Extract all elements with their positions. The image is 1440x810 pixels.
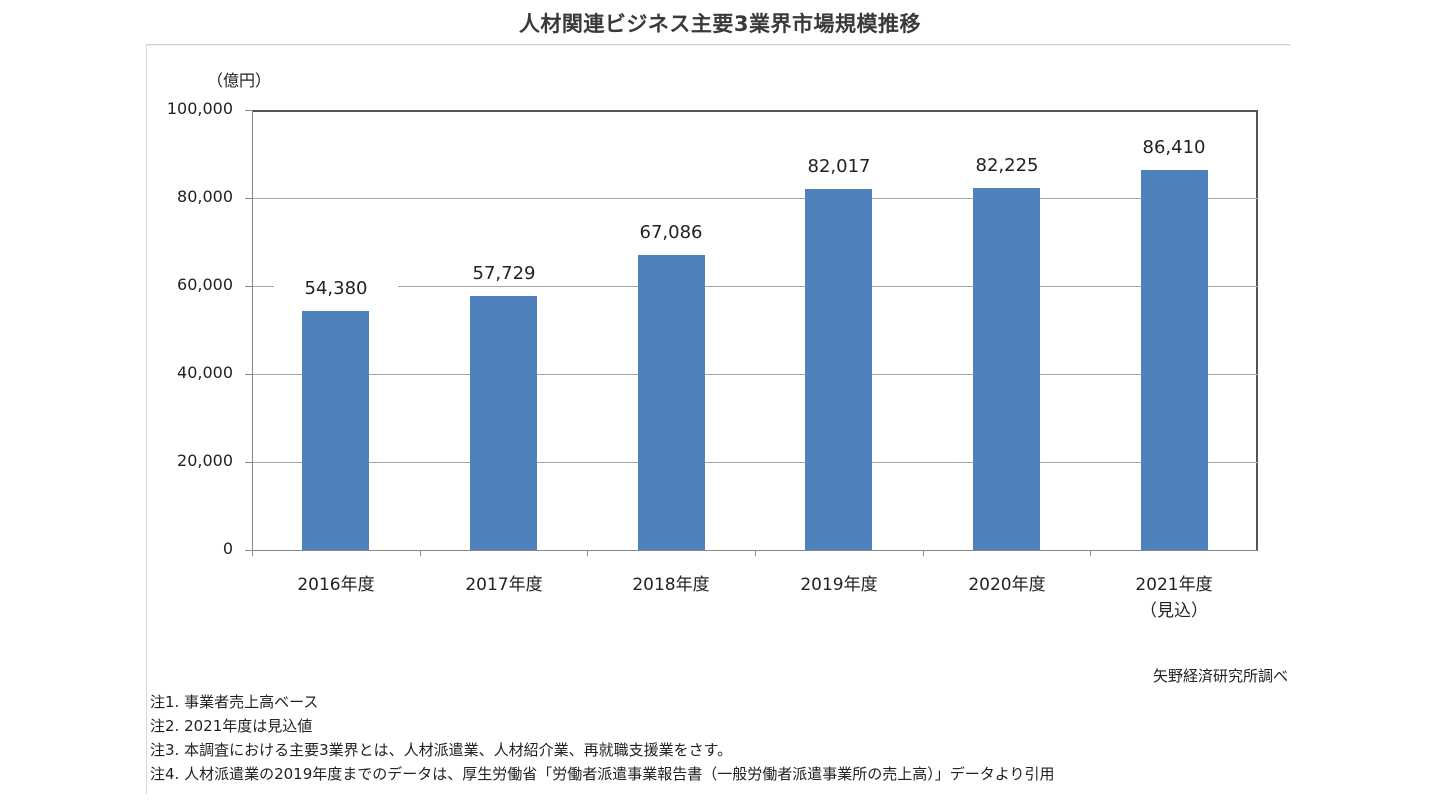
x-category-note: （見込） (1140, 601, 1208, 621)
x-category-label: 2018年度 (587, 572, 755, 598)
x-tick-mark (1090, 550, 1091, 556)
footnote-3: 注3. 本調査における主要3業界とは、人材派遣業、人材紹介業、再就職支援業をさす… (150, 741, 733, 759)
data-label: 67,086 (609, 222, 733, 243)
y-tick-mark (245, 198, 252, 199)
x-category-year: 2019年度 (800, 575, 878, 595)
x-category-label: 2019年度 (755, 572, 923, 598)
gridline (252, 286, 1258, 287)
x-tick-mark (587, 550, 588, 556)
y-tick-label: 20,000 (177, 451, 233, 470)
data-label: 57,729 (442, 263, 566, 284)
bar-2 (638, 255, 705, 550)
x-category-year: 2016年度 (297, 575, 375, 595)
frame-top-border (146, 44, 1290, 45)
bar-3 (805, 189, 872, 550)
y-tick-mark (245, 374, 252, 375)
x-category-label: 2021年度 （見込） (1090, 572, 1258, 624)
y-axis-unit-label: （億円） (207, 71, 272, 90)
y-tick-mark (245, 550, 252, 551)
gridline (252, 462, 1258, 463)
gridline (252, 374, 1258, 375)
x-category-label: 2016年度 (252, 572, 420, 598)
y-tick-mark (245, 462, 252, 463)
y-axis (252, 110, 253, 556)
y-tick-label: 40,000 (177, 363, 233, 382)
footnotes: 注1. 事業者売上高ベース 注2. 2021年度は見込値 注3. 本調査における… (150, 690, 1054, 786)
frame-left-border (146, 44, 147, 794)
data-label: 86,410 (1112, 137, 1236, 158)
x-category-year: 2020年度 (968, 575, 1046, 595)
source-credit: 矢野経済研究所調べ (1152, 667, 1288, 685)
data-label: 54,380 (274, 278, 398, 299)
data-label: 82,017 (777, 156, 901, 177)
y-tick-label: 80,000 (177, 187, 233, 206)
x-category-year: 2021年度 (1135, 575, 1213, 595)
x-tick-mark (420, 550, 421, 556)
x-tick-mark (923, 550, 924, 556)
footnote-4: 注4. 人材派遣業の2019年度までのデータは、厚生労働省「労働者派遣事業報告書… (150, 765, 1055, 783)
x-category-label: 2017年度 (420, 572, 588, 598)
frame-top-border-shadow (146, 45, 1290, 46)
x-category-year: 2018年度 (632, 575, 710, 595)
x-tick-mark (755, 550, 756, 556)
y-tick-mark (245, 286, 252, 287)
footnote-1: 注1. 事業者売上高ベース (150, 693, 319, 711)
x-category-year: 2017年度 (465, 575, 543, 595)
footnote-2: 注2. 2021年度は見込値 (150, 717, 313, 735)
bar-1 (470, 296, 537, 550)
y-tick-mark (245, 110, 252, 111)
x-category-label: 2020年度 (923, 572, 1091, 598)
bar-0 (302, 311, 369, 550)
y-tick-label: 100,000 (166, 99, 233, 118)
y-tick-label: 60,000 (177, 275, 233, 294)
bar-4 (973, 188, 1040, 550)
bar-5 (1141, 170, 1208, 550)
y-tick-label: 0 (222, 539, 233, 558)
data-label: 82,225 (945, 155, 1069, 176)
plot-area (252, 110, 1258, 550)
gridline (252, 198, 1258, 199)
chart-title: 人材関連ビジネス主要3業界市場規模推移 (518, 12, 922, 36)
